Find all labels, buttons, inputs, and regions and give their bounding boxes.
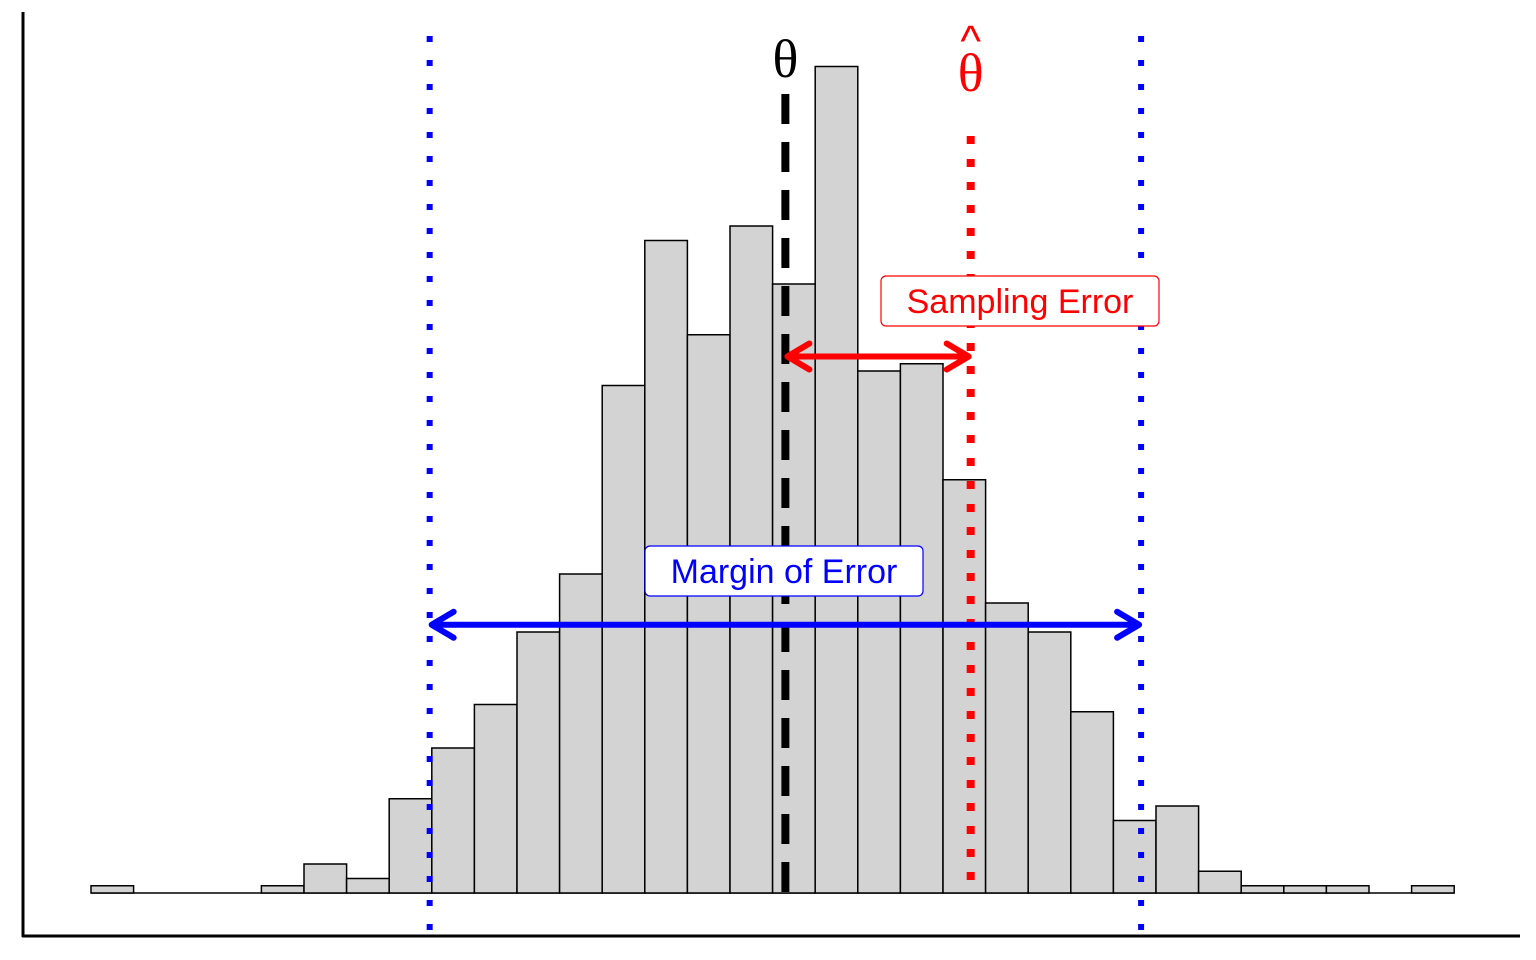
histogram-bar — [1197, 870, 1242, 894]
sampling-error-label-box — [880, 275, 1160, 327]
sampling-error-arrow-head-right — [943, 340, 972, 373]
histogram-bar — [899, 363, 944, 894]
histogram-bar — [814, 65, 859, 894]
margin-of-error-label: Margin of Error — [644, 545, 924, 597]
histogram-bar — [601, 384, 646, 894]
histogram-bar — [260, 885, 305, 894]
margin-of-error-label-text: Margin of Error — [671, 553, 898, 591]
histogram-bar — [431, 747, 476, 894]
histogram-bar — [857, 370, 902, 894]
histogram-bar — [1283, 885, 1328, 894]
histogram-bar — [1410, 885, 1455, 894]
histogram-bar — [473, 703, 518, 894]
histogram-bar — [388, 798, 433, 894]
histogram-bar — [1155, 805, 1200, 894]
histogram-bar — [1070, 711, 1115, 894]
histogram-bar — [984, 602, 1029, 894]
bars-layer — [90, 65, 1455, 894]
theta-label: θ — [772, 29, 798, 89]
histogram-bar — [345, 877, 390, 894]
histogram-bar — [90, 885, 135, 894]
sampling-error-arrow-head-left — [784, 340, 813, 373]
histogram-bar — [1112, 819, 1157, 894]
axes-layer — [21, 12, 1520, 938]
histogram-bar — [1027, 631, 1072, 894]
histogram-bar — [942, 479, 987, 894]
sampling-error-label-text: Sampling Error — [907, 283, 1134, 321]
histogram-bar — [1325, 885, 1370, 894]
margin-of-error-arrow-head-right — [1114, 608, 1143, 641]
reference-lines-layer — [426, 36, 1145, 940]
histogram-bar — [686, 334, 731, 894]
histogram-bar — [303, 863, 348, 894]
margin-of-error-label-box — [644, 545, 924, 597]
sampling-error-label: Sampling Error — [880, 275, 1160, 327]
histogram-bar — [1240, 885, 1285, 894]
histogram-bar — [516, 631, 561, 894]
margin-of-error-arrow-head-left — [428, 608, 457, 641]
theta-hat-caret: ^ — [960, 17, 981, 66]
theta-hat-label: θ — [958, 43, 984, 103]
arrows-layer — [428, 340, 1143, 641]
